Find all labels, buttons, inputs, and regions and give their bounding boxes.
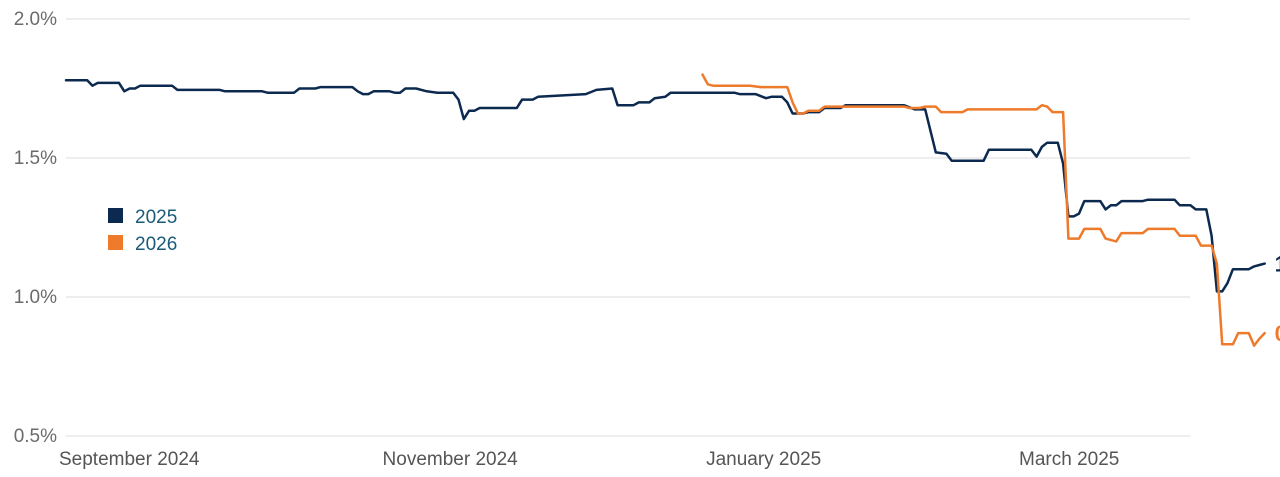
legend: 2025 2026 (108, 207, 177, 255)
x-tick-label: November 2024 (383, 449, 519, 470)
gridlines (66, 18, 1190, 437)
legend-label-2026: 2026 (135, 234, 177, 255)
y-axis: 0.5% 1.0% 1.5% 2.0% (14, 9, 57, 447)
series-lines (64, 73, 1266, 347)
legend-label-2025: 2025 (135, 207, 177, 228)
legend-swatch-2025 (108, 208, 123, 223)
y-tick-label: 1.0% (14, 287, 57, 308)
end-labels: 1.1% 0.87% (1275, 252, 1280, 347)
end-label-2025: 1.1% (1275, 252, 1280, 277)
x-tick-label: March 2025 (1019, 449, 1119, 470)
end-label-2026: 0.87% (1275, 321, 1280, 346)
x-axis: September 2024 November 2024 January 2025 M… (59, 449, 1119, 470)
y-tick-label: 2.0% (14, 9, 57, 30)
y-tick-label: 0.5% (14, 426, 57, 447)
y-tick-label: 1.5% (14, 148, 57, 169)
x-tick-label: September 2024 (59, 449, 200, 470)
x-tick-label: January 2025 (706, 449, 821, 470)
legend-swatch-2026 (108, 235, 123, 250)
series-line-2025 (64, 78, 1266, 293)
series-line-2026 (701, 73, 1266, 347)
